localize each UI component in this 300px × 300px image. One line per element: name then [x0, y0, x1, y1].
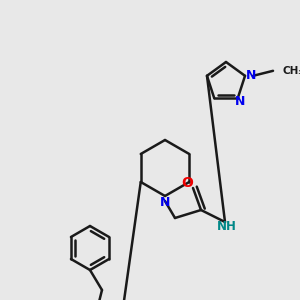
- Text: O: O: [181, 176, 193, 190]
- Text: CH₃: CH₃: [282, 66, 300, 76]
- Text: N: N: [246, 69, 256, 82]
- Text: NH: NH: [217, 220, 237, 233]
- Text: N: N: [160, 196, 170, 208]
- Text: N: N: [235, 95, 245, 108]
